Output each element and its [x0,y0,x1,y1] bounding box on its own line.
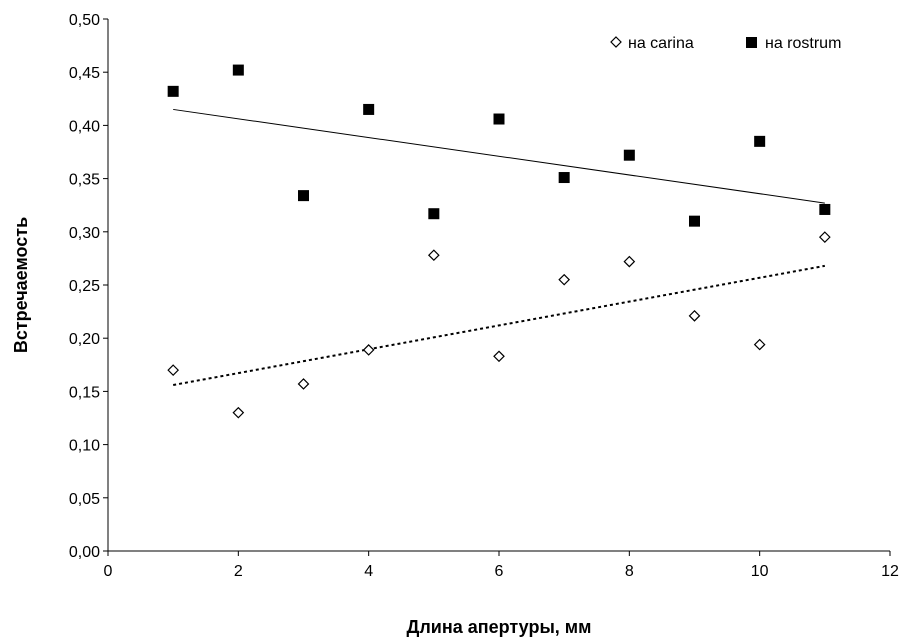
y-tick-label: 0,25 [69,278,100,295]
x-ticks: 0 2 4 6 8 10 12 [104,551,899,580]
x-tick-label: 8 [625,563,634,580]
point-rostrum [493,113,505,125]
legend-label-rostrum: на rostrum [765,35,841,52]
point-rostrum [232,64,244,76]
y-tick-label: 0,40 [69,118,100,135]
point-rostrum [298,190,309,202]
y-tick-label: 0,50 [69,12,100,29]
legend-item-rostrum: на rostrum [746,35,841,52]
legend-marker-rostrum [746,37,757,48]
point-rostrum [167,85,179,97]
point-carina [753,338,766,351]
trendline-carina [172,264,826,386]
point-rostrum [819,203,831,215]
legend: на carina на rostrum [610,35,841,52]
trendlines [172,108,826,386]
x-tick-label: 2 [234,563,243,580]
trendline-rostrum [173,108,825,204]
point-carina [167,364,180,376]
point-carina [427,249,440,262]
point-carina [558,273,571,286]
point-rostrum [754,135,766,147]
point-carina [297,378,310,390]
point-carina [362,344,375,356]
point-carina [623,255,636,268]
point-carina [232,406,245,419]
y-axis-title: Встречаемость [11,217,31,353]
legend-marker-carina [610,36,622,48]
point-rostrum [689,215,700,227]
y-tick-label: 0,20 [69,331,100,348]
x-axis-title: Длина апертуры, мм [407,617,592,637]
x-tick-label: 4 [364,563,373,580]
legend-item-carina: на carina [610,35,694,52]
y-tick-label: 0,35 [69,172,100,189]
point-rostrum [558,172,570,184]
y-tick-label: 0,45 [69,65,100,82]
data-points [167,64,831,419]
y-tick-label: 0,30 [69,225,100,242]
point-rostrum [363,103,375,115]
y-tick-label: 0,00 [69,544,100,561]
legend-label-carina: на carina [628,35,694,52]
axes [107,19,890,552]
x-tick-label: 6 [495,563,504,580]
x-tick-label: 10 [751,563,769,580]
y-tick-label: 0,05 [69,491,100,508]
point-carina [818,231,831,243]
x-tick-label: 0 [104,563,113,580]
y-tick-label: 0,10 [69,438,100,455]
point-carina [493,350,505,363]
x-tick-label: 12 [881,563,899,580]
y-tick-label: 0,15 [69,384,100,401]
y-ticks: 0,00 0,05 0,10 0,15 0,20 0,25 0,30 0,35 0,40 0,45… [69,12,108,561]
point-carina [688,310,701,322]
point-rostrum [428,208,440,220]
point-rostrum [623,149,635,161]
